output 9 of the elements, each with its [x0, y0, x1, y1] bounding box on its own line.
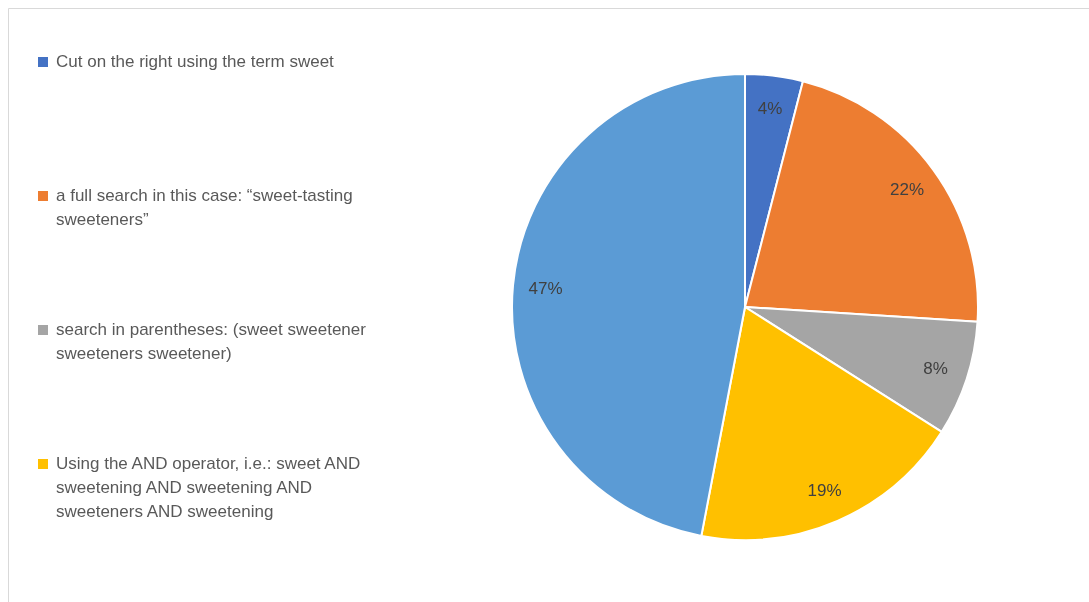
legend-label: Using the AND operator, i.e.: sweet AND sweetening AND sweetening AND sweeteners AND sweetening [56, 454, 361, 521]
legend-label: Cut on the right using the term sweet [56, 52, 335, 71]
data-label: 4% [757, 98, 783, 118]
data-label: 19% [807, 481, 842, 501]
data-label: 47% [528, 278, 563, 298]
data-label: 22% [890, 179, 925, 199]
legend-label: search in parentheses: (sweet sweetener sweeteners sweetener) [56, 320, 367, 363]
legend-label: a full search in this case: “sweet-tasting sweeteners” [56, 186, 353, 229]
data-label: 8% [923, 359, 948, 379]
